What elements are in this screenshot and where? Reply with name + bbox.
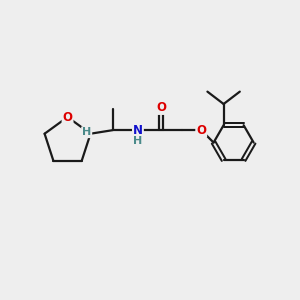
Text: H: H <box>133 136 142 146</box>
Text: O: O <box>196 124 206 137</box>
Text: N: N <box>133 124 143 137</box>
Text: O: O <box>156 101 166 114</box>
Text: H: H <box>82 127 91 137</box>
Text: O: O <box>63 110 73 124</box>
